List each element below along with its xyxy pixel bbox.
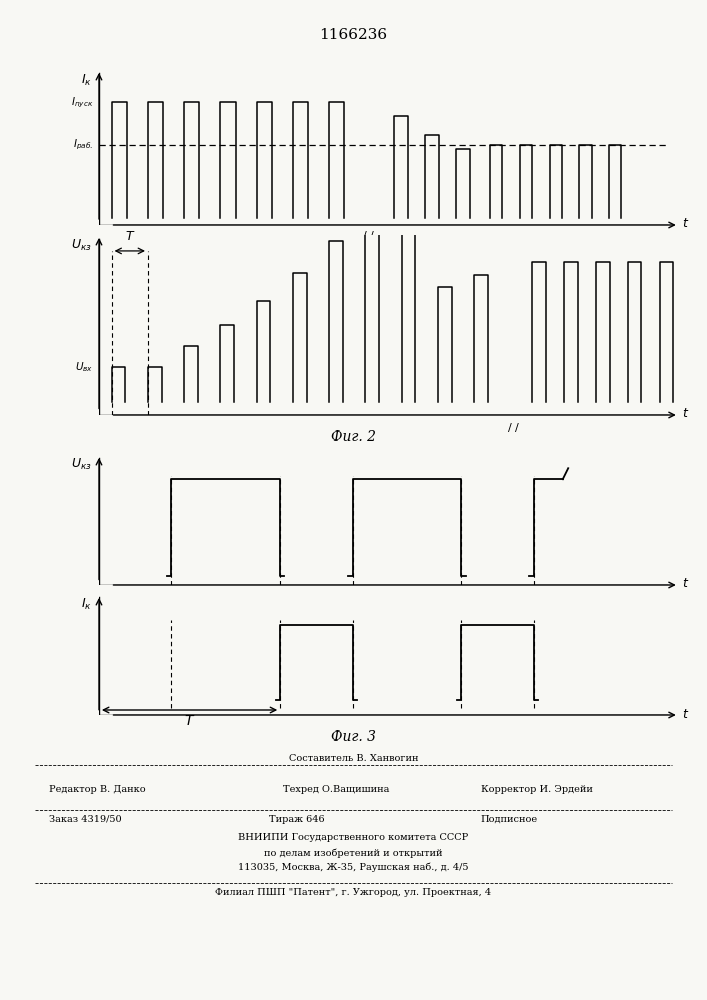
Text: Тираж 646: Тираж 646 xyxy=(269,815,325,824)
Text: Составитель В. Ханвогин: Составитель В. Ханвогин xyxy=(288,754,419,763)
Text: по делам изобретений и открытий: по делам изобретений и открытий xyxy=(264,848,443,857)
Text: Техред О.Ващишина: Техред О.Ващишина xyxy=(283,785,389,794)
Text: $/ \ /$: $/ \ /$ xyxy=(363,229,375,242)
Text: $U_{вх}$: $U_{вх}$ xyxy=(76,360,93,374)
Text: $t$: $t$ xyxy=(682,708,689,720)
Text: $t$: $t$ xyxy=(682,577,689,590)
Text: $T$: $T$ xyxy=(184,714,195,728)
Text: $I_к$: $I_к$ xyxy=(81,597,92,612)
Text: ВНИИПИ Государственного комитета СССР: ВНИИПИ Государственного комитета СССР xyxy=(238,833,469,842)
Text: Редактор В. Данко: Редактор В. Данко xyxy=(49,785,146,794)
Text: $T$: $T$ xyxy=(124,230,135,243)
Text: $I_{раб.}$: $I_{раб.}$ xyxy=(74,137,93,152)
Text: Фиг. 2: Фиг. 2 xyxy=(331,430,376,444)
Text: $t$: $t$ xyxy=(682,217,689,230)
Text: $I_к$: $I_к$ xyxy=(81,73,92,88)
Text: Подписное: Подписное xyxy=(481,815,538,824)
Text: Корректор И. Эрдейи: Корректор И. Эрдейи xyxy=(481,785,592,794)
Text: Филиал ПШП "Патент", г. Ужгород, ул. Проектная, 4: Филиал ПШП "Патент", г. Ужгород, ул. Про… xyxy=(216,888,491,897)
Text: 1166236: 1166236 xyxy=(320,28,387,42)
Text: $t$: $t$ xyxy=(682,407,689,420)
Text: $I_{пуск}$: $I_{пуск}$ xyxy=(71,95,93,110)
Text: Заказ 4319/50: Заказ 4319/50 xyxy=(49,815,122,824)
Text: 113035, Москва, Ж-35, Раушская наб., д. 4/5: 113035, Москва, Ж-35, Раушская наб., д. … xyxy=(238,863,469,872)
Text: $/ \ /$: $/ \ /$ xyxy=(508,421,520,434)
Text: $U_{кз}$: $U_{кз}$ xyxy=(71,238,92,253)
Text: Фиг. 3: Фиг. 3 xyxy=(331,730,376,744)
Text: $U_{кз}$: $U_{кз}$ xyxy=(71,457,92,472)
